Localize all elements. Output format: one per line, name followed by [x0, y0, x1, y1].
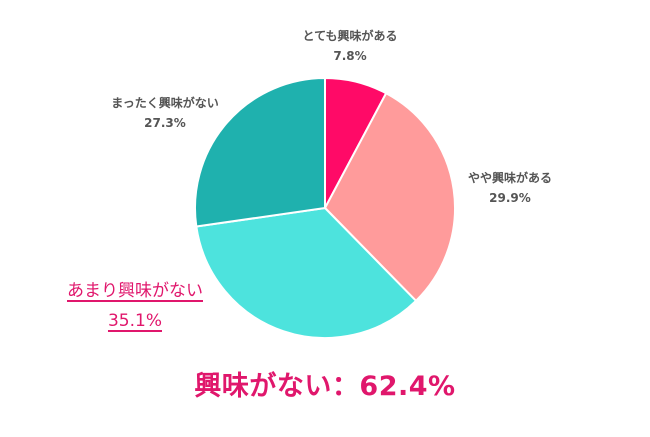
label-somewhat-interested: やや興味がある 29.9% [450, 168, 570, 208]
label-pct: 27.3% [144, 116, 186, 130]
label-name: とても興味がある [302, 29, 398, 43]
pie-slice-1 [323, 91, 456, 303]
label-pct: 35.1% [107, 311, 162, 331]
label-name: あまり興味がない [67, 281, 203, 301]
label-name: まったく興味がない [111, 96, 219, 110]
summary-annotation: 興味がない：62.4% [194, 371, 456, 402]
pie-slice-2 [195, 206, 418, 339]
label-pct: 7.8% [333, 49, 367, 63]
pie-slice-3 [194, 76, 326, 228]
label-not-at-all: まったく興味がない 27.3% [95, 93, 235, 133]
label-pct: 29.9% [489, 191, 531, 205]
label-not-very-interested: あまり興味がない 35.1% [40, 276, 230, 336]
label-very-interested: とても興味がある 7.8% [290, 26, 410, 66]
label-name: やや興味がある [467, 171, 552, 185]
